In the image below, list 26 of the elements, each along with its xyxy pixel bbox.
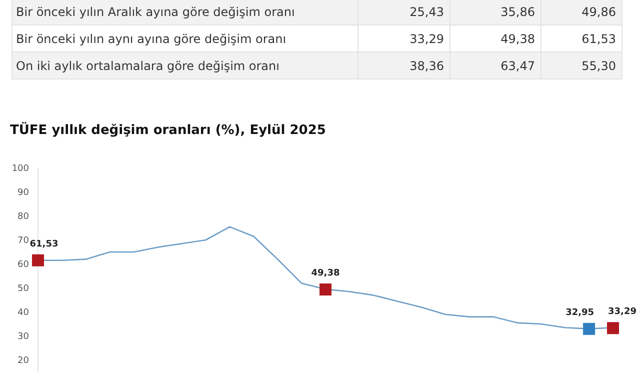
category-label: Bir önceki yılın aynı ayına göre değişim oranı bbox=[16, 32, 286, 46]
data-label: 33,29 bbox=[410, 32, 444, 46]
data-label: 33,29 bbox=[608, 307, 636, 318]
category-label: Bir önceki yılın Aralık ayına göre değişim oranı bbox=[16, 5, 295, 19]
data-label: 35,86 bbox=[500, 5, 535, 19]
y-tick-label: 70 bbox=[18, 236, 30, 246]
data-label: 61,53 bbox=[30, 239, 58, 250]
y-tick-label: 60 bbox=[18, 260, 30, 270]
data-label: 32,95 bbox=[566, 308, 594, 318]
y-tick-label: 40 bbox=[18, 308, 30, 318]
y-tick-label: 90 bbox=[18, 188, 30, 198]
data-label: 25,43 bbox=[410, 5, 444, 19]
y-tick-label: 20 bbox=[18, 356, 30, 366]
data-label: 63,47 bbox=[500, 59, 535, 73]
chart-title: TÜFE yıllık değişim oranları (%), Eylül 2025 bbox=[10, 121, 326, 138]
data-label: 49,38 bbox=[311, 268, 340, 278]
data-label: 49,38 bbox=[500, 32, 535, 46]
y-tick-label: 50 bbox=[18, 284, 30, 294]
category-label: On iki aylık ortalamalara göre değişim oranı bbox=[16, 59, 280, 73]
data-label: 61,53 bbox=[582, 32, 616, 46]
data-label: 55,30 bbox=[582, 59, 616, 73]
y-tick-label: 30 bbox=[18, 332, 30, 342]
y-tick-label: 80 bbox=[18, 212, 30, 222]
data-label: 38,36 bbox=[410, 59, 444, 73]
data-label: 49,86 bbox=[582, 5, 616, 19]
y-tick-label: 100 bbox=[12, 164, 30, 174]
